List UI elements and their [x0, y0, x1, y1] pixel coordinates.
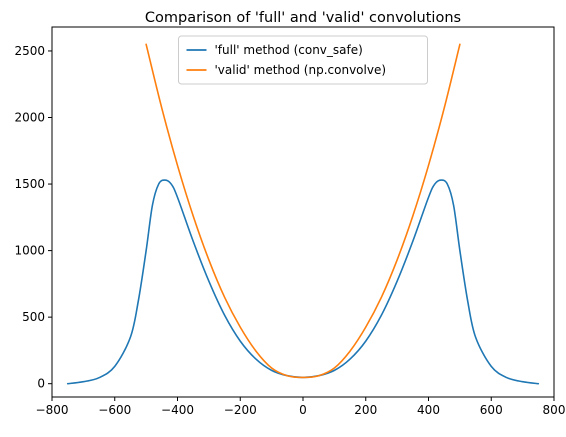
x-tick-label: 800 [543, 403, 566, 417]
x-axis: −800 −600 −400 −200 0 200 400 600 800 [36, 397, 566, 417]
y-tick-label: 500 [22, 310, 45, 324]
series-line-1 [145, 43, 461, 379]
chart-title: Comparison of 'full' and 'valid' convolu… [145, 10, 461, 26]
legend-box [178, 35, 428, 85]
y-tick-label: 1500 [14, 177, 45, 191]
legend-label-1: 'valid' method (np.convolve) [215, 63, 387, 77]
x-tick-label: −400 [161, 403, 194, 417]
y-tick-label: 2500 [14, 44, 45, 58]
legend-label-0: 'full' method (conv_safe) [215, 43, 363, 57]
x-tick-label: −800 [36, 403, 69, 417]
legend: 'full' method (conv_safe) 'valid' method … [178, 35, 428, 85]
x-tick-label: −200 [224, 403, 257, 417]
y-tick-label: 2000 [14, 111, 45, 125]
x-tick-label: 600 [480, 403, 503, 417]
y-axis: 0 500 1000 1500 2000 2500 [14, 44, 52, 391]
x-tick-label: 200 [354, 403, 377, 417]
series-layer [66, 43, 540, 385]
x-tick-label: −600 [98, 403, 131, 417]
y-tick-label: 0 [37, 377, 45, 391]
y-tick-label: 1000 [14, 244, 45, 258]
x-tick-label: 0 [299, 403, 307, 417]
plot-area [52, 27, 554, 397]
x-tick-label: 400 [417, 403, 440, 417]
